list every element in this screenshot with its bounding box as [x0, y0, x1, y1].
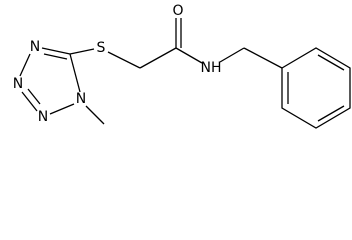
bond — [243, 47, 283, 69]
atom-label: N — [13, 76, 23, 92]
atom-labels: O S NH N N N N — [13, 3, 222, 125]
benzene-ring — [281, 47, 351, 129]
atom-label: NH — [201, 60, 222, 76]
bond — [69, 53, 81, 93]
bond — [219, 47, 245, 63]
bond — [27, 88, 41, 105]
atom-label: N — [38, 109, 48, 125]
bond — [107, 51, 141, 69]
atom-label: N — [30, 39, 40, 55]
atom-label: N — [76, 91, 86, 107]
bond — [139, 47, 177, 69]
bond — [85, 105, 105, 125]
bond — [317, 54, 345, 71]
bond — [43, 53, 68, 60]
structure-diagram: O S NH N N N N — [13, 3, 351, 129]
bond — [21, 91, 38, 112]
bond — [317, 105, 345, 122]
bond — [41, 47, 71, 55]
atom-label: S — [97, 40, 106, 56]
bond — [49, 103, 75, 115]
bonds — [19, 18, 351, 129]
atom-label: O — [172, 3, 183, 19]
bond — [19, 53, 31, 77]
bond — [175, 47, 203, 64]
bond — [69, 48, 95, 55]
